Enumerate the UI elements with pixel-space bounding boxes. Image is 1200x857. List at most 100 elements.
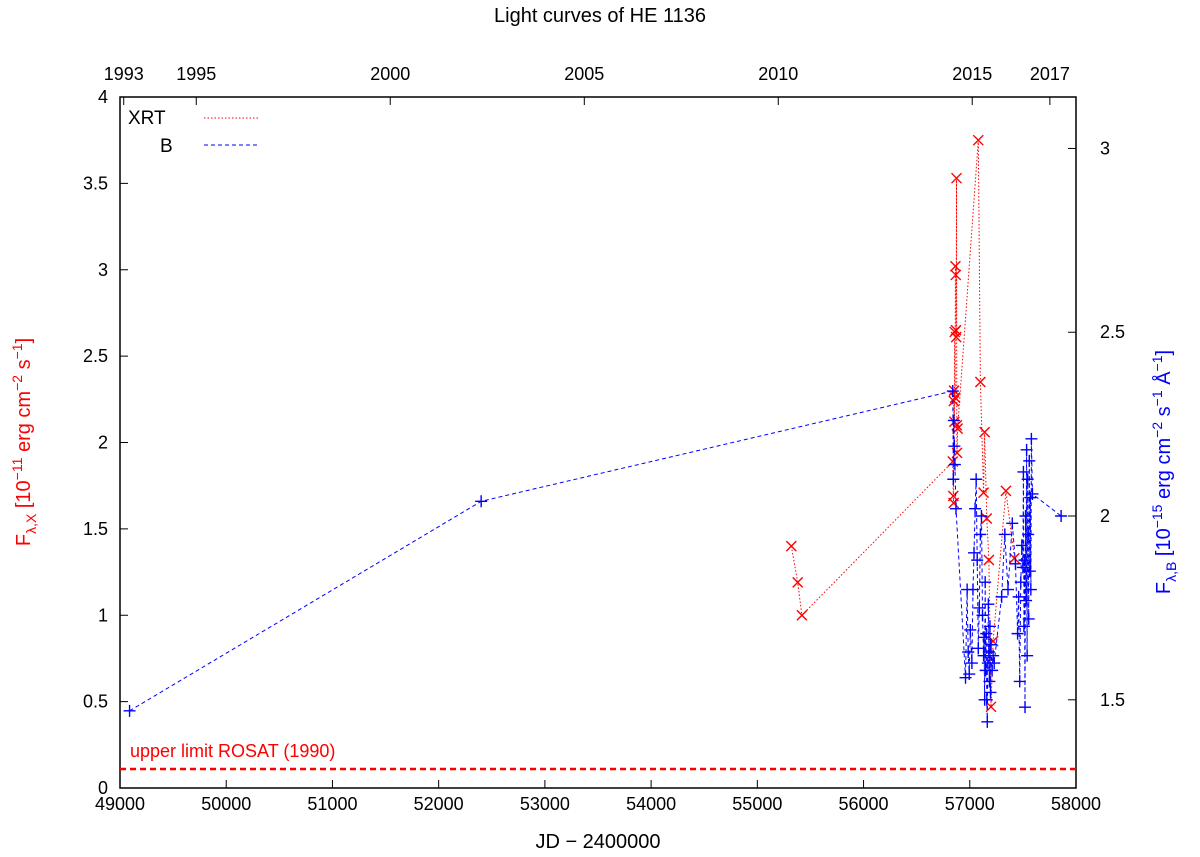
b-point: [969, 502, 982, 515]
xrt-point: [981, 513, 993, 525]
xrt-point: [974, 376, 986, 388]
b-point: [1016, 561, 1029, 574]
b-point: [980, 693, 993, 706]
left-y-tick-label: 1.5: [83, 519, 108, 539]
b-point: [1021, 649, 1034, 662]
b-point: [1024, 583, 1037, 596]
left-y-tick-label: 3.5: [83, 173, 108, 193]
xrt-point: [948, 395, 960, 407]
b-point: [966, 583, 979, 596]
top-tick-label: 2005: [564, 64, 604, 84]
x-tick-label: 56000: [839, 794, 889, 814]
b-point: [975, 510, 988, 523]
b-point: [1011, 627, 1024, 640]
legend-label-b: B: [160, 136, 173, 157]
right-y-tick-label: 2: [1100, 506, 1110, 526]
xrt-point: [985, 701, 997, 713]
b-point: [976, 609, 989, 622]
b-point: [987, 649, 1000, 662]
b-point: [962, 646, 975, 659]
xrt-point: [1000, 485, 1012, 497]
top-tick-label: 2000: [370, 64, 410, 84]
left-y-tick-label: 2: [98, 433, 108, 453]
legend-label-xrt: XRT: [128, 108, 166, 129]
xrt-point: [951, 172, 962, 184]
x-axis-label: JD − 2400000: [535, 831, 660, 853]
x-tick-label: 54000: [626, 794, 676, 814]
xrt-point: [978, 487, 990, 499]
left-y-tick-label: 0.5: [83, 692, 108, 712]
x-axis-ticks: 49000 50000 51000 52000 53000 54000 55000 56000…: [95, 780, 1101, 814]
rosat-annotation: upper limit ROSAT (1990): [130, 741, 335, 761]
b-point: [982, 598, 995, 611]
b-point: [1055, 510, 1068, 523]
b-point: [986, 664, 999, 677]
x-tick-label: 51000: [307, 794, 357, 814]
b-point: [1014, 576, 1027, 589]
b-point: [1020, 443, 1033, 456]
b-point: [1006, 517, 1019, 530]
left-y-tick-label: 4: [98, 87, 108, 107]
b-point: [1023, 454, 1036, 467]
b-point: [971, 554, 984, 567]
b-point: [1018, 554, 1031, 567]
b-point: [949, 502, 962, 515]
right-y-tick-label: 1.5: [1100, 690, 1125, 710]
b-point: [1025, 432, 1038, 445]
b-point: [1015, 539, 1028, 552]
b-point: [1022, 612, 1035, 625]
xrt-point: [785, 540, 797, 552]
b-point: [947, 473, 960, 486]
right-y-tick-label: 3: [1100, 138, 1110, 158]
b-point: [946, 385, 959, 398]
b-point: [947, 414, 960, 427]
b-point: [998, 528, 1011, 541]
left-y-tick-label: 2.5: [83, 346, 108, 366]
b-point: [1002, 583, 1015, 596]
b-point: [948, 458, 961, 471]
xrt-point: [949, 392, 961, 404]
b-point: [964, 623, 977, 636]
top-tick-label: 1993: [104, 64, 144, 84]
left-y-tick-label: 3: [98, 260, 108, 280]
x-tick-label: 53000: [520, 794, 570, 814]
b-point: [979, 576, 992, 589]
b-point: [988, 657, 1001, 670]
left-y-axis-label: Fλ,X [10−11 erg cm−2 s−1]: [9, 338, 39, 546]
series-xrt: [785, 134, 1020, 713]
b-point: [1019, 701, 1032, 714]
left-y-tick-label: 0: [98, 778, 108, 798]
x-tick-label: 58000: [1051, 794, 1101, 814]
xrt-point: [972, 134, 984, 146]
x-tick-label: 52000: [414, 794, 464, 814]
b-point: [995, 590, 1008, 603]
xrt-point: [983, 554, 995, 566]
b-point: [1017, 465, 1030, 478]
xrt-point: [948, 497, 960, 509]
b-point: [970, 473, 983, 486]
b-point: [1009, 557, 1022, 570]
top-tick-label: 2015: [952, 64, 992, 84]
right-y-axis-ticks: 1.5 2 2.5 3: [1068, 138, 1125, 710]
chart-title: Light curves of HE 1136: [494, 5, 706, 27]
b-point: [983, 620, 996, 633]
plot-frame: [119, 96, 1077, 789]
b-point: [1019, 510, 1032, 523]
x-tick-label: 50000: [201, 794, 251, 814]
xrt-point: [949, 260, 961, 272]
b-point: [985, 638, 998, 651]
legend: XRT B: [128, 108, 260, 157]
top-tick-label: 2010: [758, 64, 798, 84]
top-axis-ticks: 1993 1995 2000 2005 2010 2015 2017: [104, 64, 1070, 105]
b-point: [1017, 620, 1030, 633]
x-tick-label: 57000: [945, 794, 995, 814]
b-point: [972, 642, 985, 655]
series-b: [123, 385, 1068, 728]
x-tick-label: 49000: [95, 794, 145, 814]
b-point: [1022, 528, 1035, 541]
b-point: [963, 668, 976, 681]
xrt-point: [950, 269, 962, 281]
b-point: [984, 686, 997, 699]
b-point: [973, 601, 986, 614]
